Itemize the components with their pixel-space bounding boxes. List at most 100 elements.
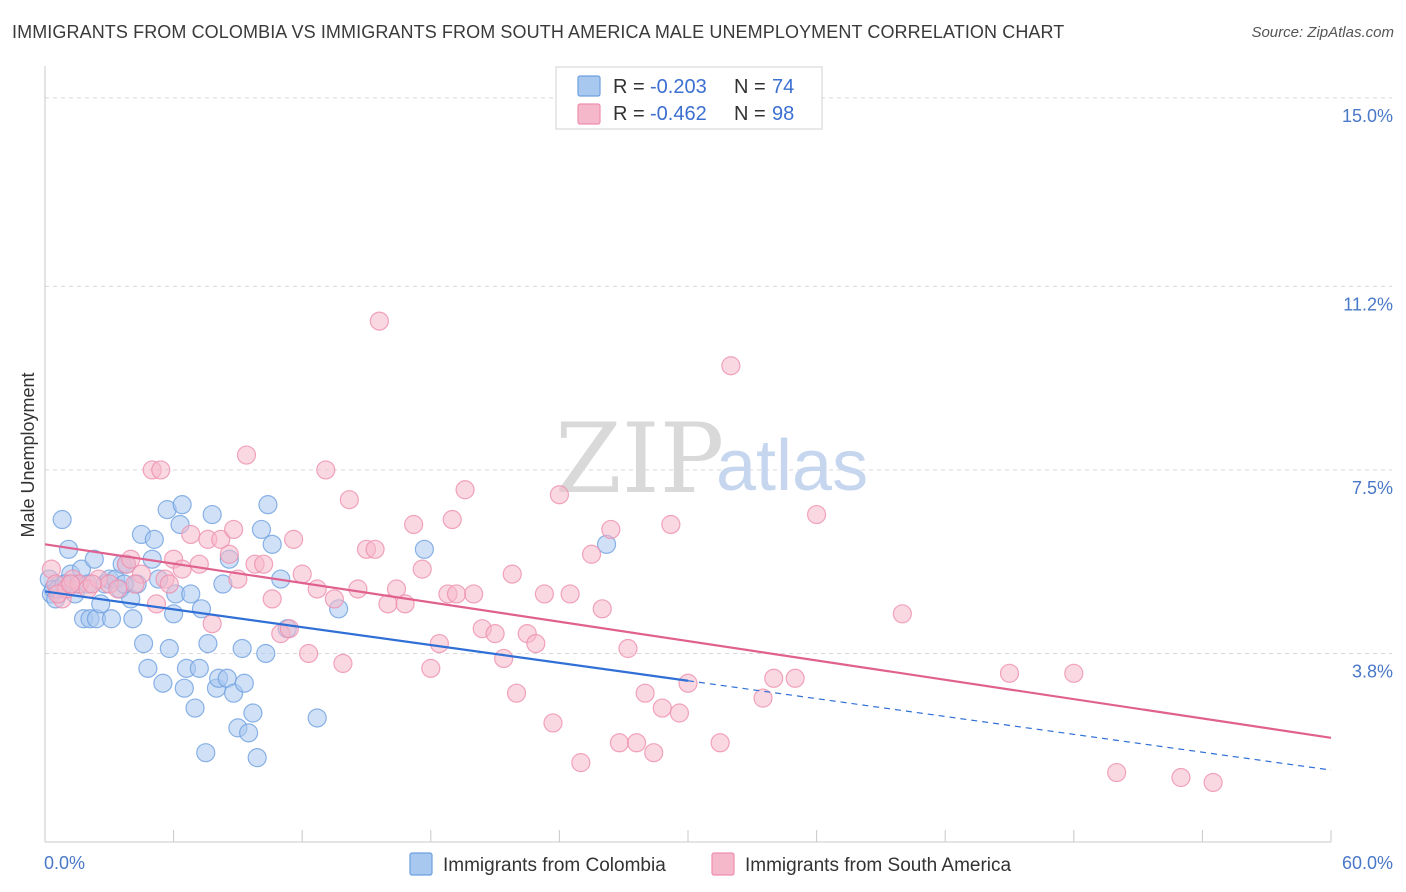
south-america-point	[82, 574, 102, 594]
bottom-legend-label-south-america: Immigrants from South America	[745, 855, 1012, 876]
south-america-point	[571, 753, 591, 773]
south-america-point	[455, 480, 475, 500]
legend-n-label-south-america: N =	[734, 103, 766, 125]
south-america-point	[181, 524, 201, 545]
south-america-point	[412, 559, 432, 579]
legend-r-label-colombia: R =	[613, 76, 645, 98]
south-america-point	[299, 643, 319, 664]
colombia-point	[232, 638, 252, 659]
chart-source: Source: ZipAtlas.com	[1251, 24, 1394, 41]
legend-r-label-south-america: R =	[613, 103, 645, 125]
colombia-point	[251, 519, 272, 540]
south-america-point	[609, 733, 630, 753]
y-tick-label: 3.8%	[1352, 661, 1393, 681]
south-america-point	[999, 663, 1020, 683]
colombia-point	[52, 509, 72, 530]
colombia-point	[123, 609, 143, 629]
colombia-point	[189, 658, 209, 678]
y-tick-label: 15.0%	[1342, 106, 1393, 126]
legend-n-value-colombia: 74	[772, 76, 794, 98]
series-south-america-points	[41, 311, 1223, 793]
south-america-point	[635, 683, 655, 703]
colombia-point	[174, 678, 194, 698]
legend-swatch-south-america	[577, 103, 601, 125]
south-america-point	[543, 713, 563, 733]
south-america-point	[254, 554, 274, 574]
grid-lines	[45, 97, 1392, 654]
south-america-point	[1107, 762, 1127, 783]
colombia-point	[84, 549, 104, 569]
colombia-point	[101, 609, 122, 629]
colombia-point	[185, 698, 205, 718]
legend-r-value-colombia: -0.203	[650, 76, 707, 98]
colombia-point	[307, 708, 327, 728]
south-america-point	[464, 584, 484, 604]
south-america-point	[429, 633, 449, 654]
south-america-point	[506, 683, 527, 703]
south-america-point	[279, 619, 299, 639]
x-tick-labels: 0.0% 60.0%	[44, 853, 1393, 873]
south-america-point	[125, 574, 145, 594]
bottom-legend: Immigrants from Colombia Immigrants from…	[409, 852, 1012, 876]
south-america-point	[146, 594, 167, 614]
legend-box: R = -0.203 N = 74 R = -0.462 N = 98	[555, 66, 823, 130]
colombia-point	[262, 534, 282, 554]
watermark-atlas: atlas	[716, 426, 868, 506]
x-tick-label: 0.0%	[44, 853, 85, 873]
south-america-point	[369, 311, 389, 331]
south-america-point	[365, 539, 385, 559]
trend-line-colombia-extension	[687, 680, 1332, 771]
south-america-point	[485, 624, 505, 644]
south-america-point	[626, 733, 647, 753]
south-america-point	[785, 668, 805, 688]
chart-title: IMMIGRANTS FROM COLOMBIA VS IMMIGRANTS F…	[12, 22, 1065, 42]
south-america-point	[333, 653, 353, 674]
south-america-point	[892, 604, 912, 624]
south-america-point	[502, 564, 522, 584]
watermark-zip: ZIP	[555, 403, 724, 515]
south-america-point	[151, 460, 171, 480]
legend-n-label-colombia: N =	[734, 76, 766, 98]
south-america-point	[1203, 772, 1223, 793]
watermark: ZIP atlas	[555, 403, 868, 515]
colombia-point	[202, 504, 222, 525]
south-america-point	[324, 589, 344, 609]
south-america-point	[764, 668, 784, 688]
south-america-point	[202, 614, 222, 634]
south-america-point	[1064, 663, 1084, 683]
south-america-point	[219, 544, 239, 564]
colombia-point	[256, 643, 276, 664]
south-america-point	[442, 509, 462, 530]
colombia-point	[234, 673, 254, 693]
colombia-point	[196, 743, 216, 763]
bottom-legend-label-colombia: Immigrants from Colombia	[443, 855, 666, 876]
colombia-point	[258, 495, 278, 515]
y-tick-label: 11.2%	[1343, 294, 1393, 314]
trend-line-south-america	[44, 543, 1332, 739]
x-tick-label: 60.0%	[1342, 853, 1393, 873]
south-america-point	[806, 504, 827, 525]
south-america-point	[560, 584, 580, 604]
legend-r-value-south-america: -0.462	[650, 103, 707, 125]
south-america-point	[592, 599, 612, 619]
colombia-point	[172, 495, 192, 515]
axes	[44, 66, 1332, 843]
south-america-point	[721, 356, 741, 376]
south-america-point	[1171, 767, 1191, 788]
south-america-point	[262, 589, 282, 609]
south-america-point	[601, 519, 621, 540]
colombia-point	[181, 584, 201, 604]
south-america-point	[307, 579, 327, 599]
south-america-point	[339, 490, 359, 510]
colombia-point	[144, 529, 164, 549]
south-america-point	[446, 584, 467, 604]
colombia-point	[239, 723, 259, 743]
colombia-point	[159, 638, 179, 659]
y-tick-label: 7.5%	[1352, 478, 1393, 498]
south-america-point	[534, 584, 554, 604]
south-america-point	[108, 579, 128, 599]
south-america-point	[661, 514, 681, 535]
y-tick-labels: 3.8% 7.5% 11.2% 15.0%	[1342, 106, 1393, 682]
south-america-point	[159, 574, 179, 594]
colombia-point	[198, 633, 218, 654]
